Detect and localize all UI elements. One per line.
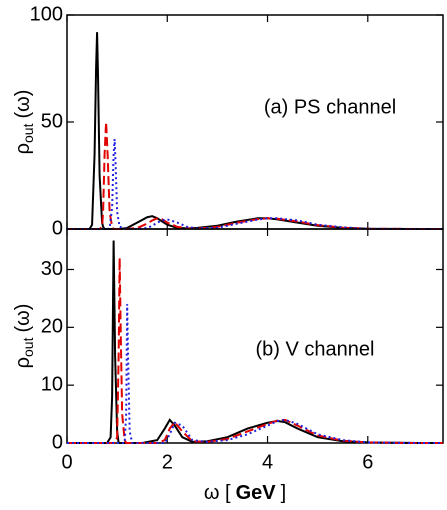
label-part: ρ bbox=[12, 357, 34, 368]
y-axis-label: ρout (ω) bbox=[12, 90, 35, 155]
y-tick-label: 0 bbox=[52, 431, 63, 453]
annotation: (a) PS channel bbox=[264, 96, 396, 118]
x-tick-label: 4 bbox=[262, 451, 273, 473]
y-tick-label: 50 bbox=[41, 110, 63, 132]
label-part: (ω) bbox=[12, 304, 34, 333]
x-tick-label: 0 bbox=[61, 451, 72, 473]
y-tick-label: 100 bbox=[30, 3, 63, 25]
label-part: out bbox=[20, 337, 36, 357]
y-tick-label: 0 bbox=[52, 217, 63, 239]
annotation: (b) V channel bbox=[256, 338, 375, 360]
x-axis-label: ω [GeV] bbox=[204, 482, 286, 504]
series-line bbox=[67, 304, 443, 444]
label-part: ω [ bbox=[204, 482, 231, 504]
label-part: (ω) bbox=[12, 90, 34, 119]
series-line bbox=[67, 139, 443, 230]
label-part: ρ bbox=[12, 143, 34, 154]
label-part: ] bbox=[281, 482, 287, 504]
x-tick-label: 6 bbox=[362, 451, 373, 473]
label-part: GeV bbox=[236, 482, 277, 504]
y-tick-label: 20 bbox=[41, 316, 63, 338]
series-line bbox=[67, 32, 443, 230]
y-axis-label: ρout (ω) bbox=[12, 304, 35, 369]
series-line bbox=[67, 121, 443, 230]
y-tick-label: 30 bbox=[41, 258, 63, 280]
x-tick-label: 2 bbox=[162, 451, 173, 473]
label-part: out bbox=[20, 123, 36, 143]
plot-frame bbox=[66, 14, 444, 230]
plot-frame bbox=[66, 228, 444, 444]
y-tick-label: 10 bbox=[41, 373, 63, 395]
